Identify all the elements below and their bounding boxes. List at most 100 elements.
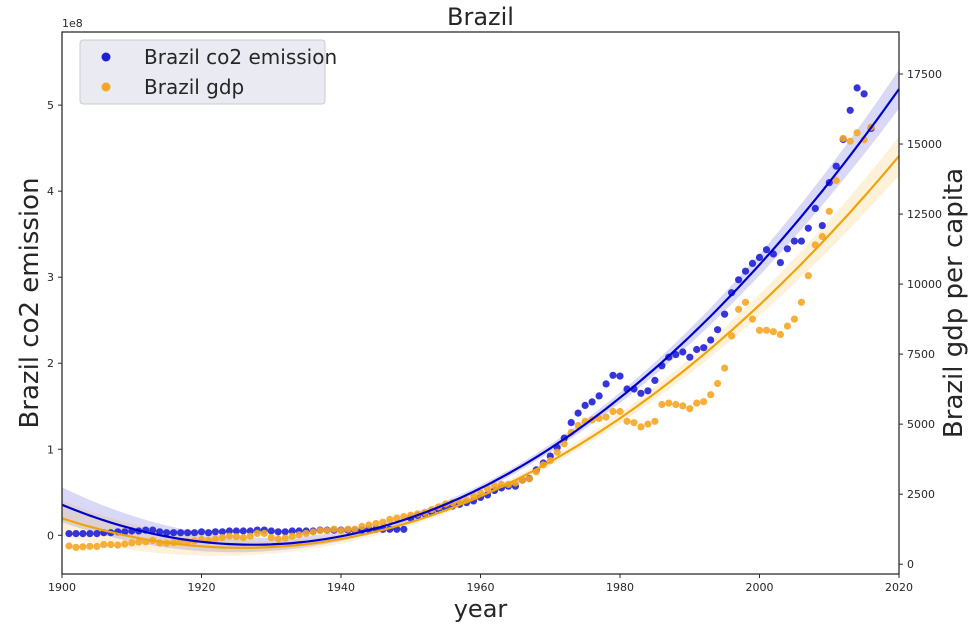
gdp-point	[302, 529, 310, 538]
gdp-point	[700, 398, 708, 406]
co2-point	[748, 259, 757, 267]
co2-point	[218, 528, 226, 536]
right-y-tick-label: 7500	[907, 348, 935, 361]
legend-label-gdp: Brazil gdp	[144, 75, 244, 99]
left-y-tick-label: 3	[47, 271, 54, 284]
co2-point	[735, 276, 743, 284]
x-tick-label: 1900	[48, 581, 76, 594]
gdp-point	[337, 527, 345, 535]
legend: Brazil co2 emission Brazil gdp	[79, 39, 337, 105]
gdp-point	[721, 364, 729, 372]
gdp-point	[644, 420, 652, 428]
gdp-point	[274, 535, 282, 543]
gdp-point	[707, 391, 715, 399]
gdp-point	[365, 521, 373, 529]
co2-point	[818, 222, 826, 230]
legend-marker-co2	[101, 52, 111, 62]
gdp-point	[658, 400, 666, 409]
co2-point	[204, 529, 213, 537]
co2-point	[163, 529, 171, 537]
gdp-point	[393, 514, 401, 522]
gdp-point	[804, 272, 812, 280]
gdp-point	[672, 400, 680, 409]
gdp-point	[616, 407, 624, 416]
co2-point	[762, 246, 771, 254]
gdp-point	[114, 541, 122, 549]
gdp-point	[832, 176, 840, 185]
co2-point	[672, 351, 680, 359]
gdp-point	[72, 543, 80, 552]
co2-point	[707, 336, 715, 344]
co2-point	[728, 289, 736, 297]
legend-marker-gdp	[101, 82, 111, 92]
legend-label-co2: Brazil co2 emission	[144, 45, 337, 69]
gdp-point	[107, 541, 115, 549]
gdp-point	[651, 417, 659, 425]
right-y-axis-title: Brazil gdp per capita	[939, 168, 969, 438]
legend-box	[79, 39, 326, 105]
co2-point	[267, 527, 275, 535]
gdp-point	[246, 532, 254, 540]
co2-point	[609, 371, 617, 379]
co2-point	[637, 389, 645, 397]
x-axis-title: year	[454, 595, 508, 623]
regression-lines	[61, 88, 900, 549]
left-y-tick-label: 0	[47, 529, 54, 542]
co2-point	[846, 106, 854, 114]
gdp-point	[330, 525, 338, 533]
gdp-point	[372, 520, 380, 528]
co2-point	[184, 529, 192, 537]
gdp-point	[323, 527, 331, 535]
co2-point	[567, 419, 575, 427]
gdp-point	[735, 305, 743, 313]
gdp-point	[839, 134, 847, 142]
gdp-point	[232, 533, 240, 541]
gdp-point	[783, 322, 792, 330]
co2-point	[79, 530, 87, 538]
right-y-tick-label: 15000	[907, 138, 942, 151]
co2-point	[651, 376, 659, 384]
co2-point	[156, 528, 164, 536]
gdp-point	[797, 298, 806, 306]
co2-point	[400, 525, 408, 533]
co2-point	[281, 528, 289, 536]
gdp-point	[295, 531, 303, 539]
co2-point	[755, 253, 764, 261]
regression-line-gdp	[61, 155, 900, 549]
gdp-point	[790, 315, 799, 323]
co2-point	[211, 528, 219, 536]
gdp-point	[379, 518, 387, 526]
right-y-axis-ticks: 0 2500 5000 7500 10000 12500 15000 17500	[899, 68, 942, 571]
left-y-tick-label: 2	[47, 357, 54, 370]
x-tick-label: 1960	[467, 581, 495, 594]
gdp-point	[714, 379, 722, 388]
x-tick-label: 2020	[885, 581, 913, 594]
gdp-point	[553, 448, 561, 456]
gdp-point	[260, 529, 268, 538]
regression-line-co2	[61, 88, 900, 546]
gdp-point	[281, 534, 289, 542]
gdp-point	[609, 407, 617, 416]
plot-background	[62, 32, 899, 574]
chart-title: Brazil	[447, 3, 514, 31]
gdp-point	[135, 538, 143, 546]
co2-point	[170, 529, 178, 537]
co2-point	[574, 409, 582, 417]
gdp-point	[741, 298, 750, 306]
gdp-point	[525, 475, 533, 483]
gdp-point	[225, 532, 233, 540]
right-y-tick-label: 0	[907, 558, 914, 571]
co2-point	[288, 527, 296, 535]
co2-point	[72, 530, 80, 538]
left-y-tick-label: 5	[47, 99, 54, 112]
co2-point	[177, 529, 185, 537]
co2-point	[686, 353, 694, 361]
gdp-point	[686, 405, 694, 413]
co2-point	[197, 528, 206, 536]
gdp-point	[755, 326, 764, 334]
x-tick-label: 1980	[606, 581, 634, 594]
gdp-point	[825, 207, 833, 215]
co2-point	[274, 528, 282, 536]
gdp-point	[128, 539, 136, 547]
co2-point	[679, 348, 687, 356]
